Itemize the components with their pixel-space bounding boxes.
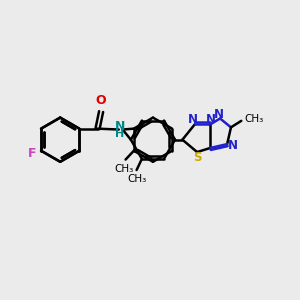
Text: CH₃: CH₃ [115, 164, 134, 174]
Text: O: O [96, 94, 106, 106]
Text: N: N [115, 120, 125, 133]
Text: N: N [206, 113, 216, 127]
Text: N: N [188, 113, 198, 127]
Text: S: S [194, 151, 202, 164]
Text: N: N [214, 108, 224, 121]
Text: N: N [227, 139, 237, 152]
Text: CH₃: CH₃ [127, 174, 146, 184]
Text: H: H [115, 129, 124, 139]
Text: F: F [28, 147, 37, 160]
Text: CH₃: CH₃ [245, 114, 264, 124]
